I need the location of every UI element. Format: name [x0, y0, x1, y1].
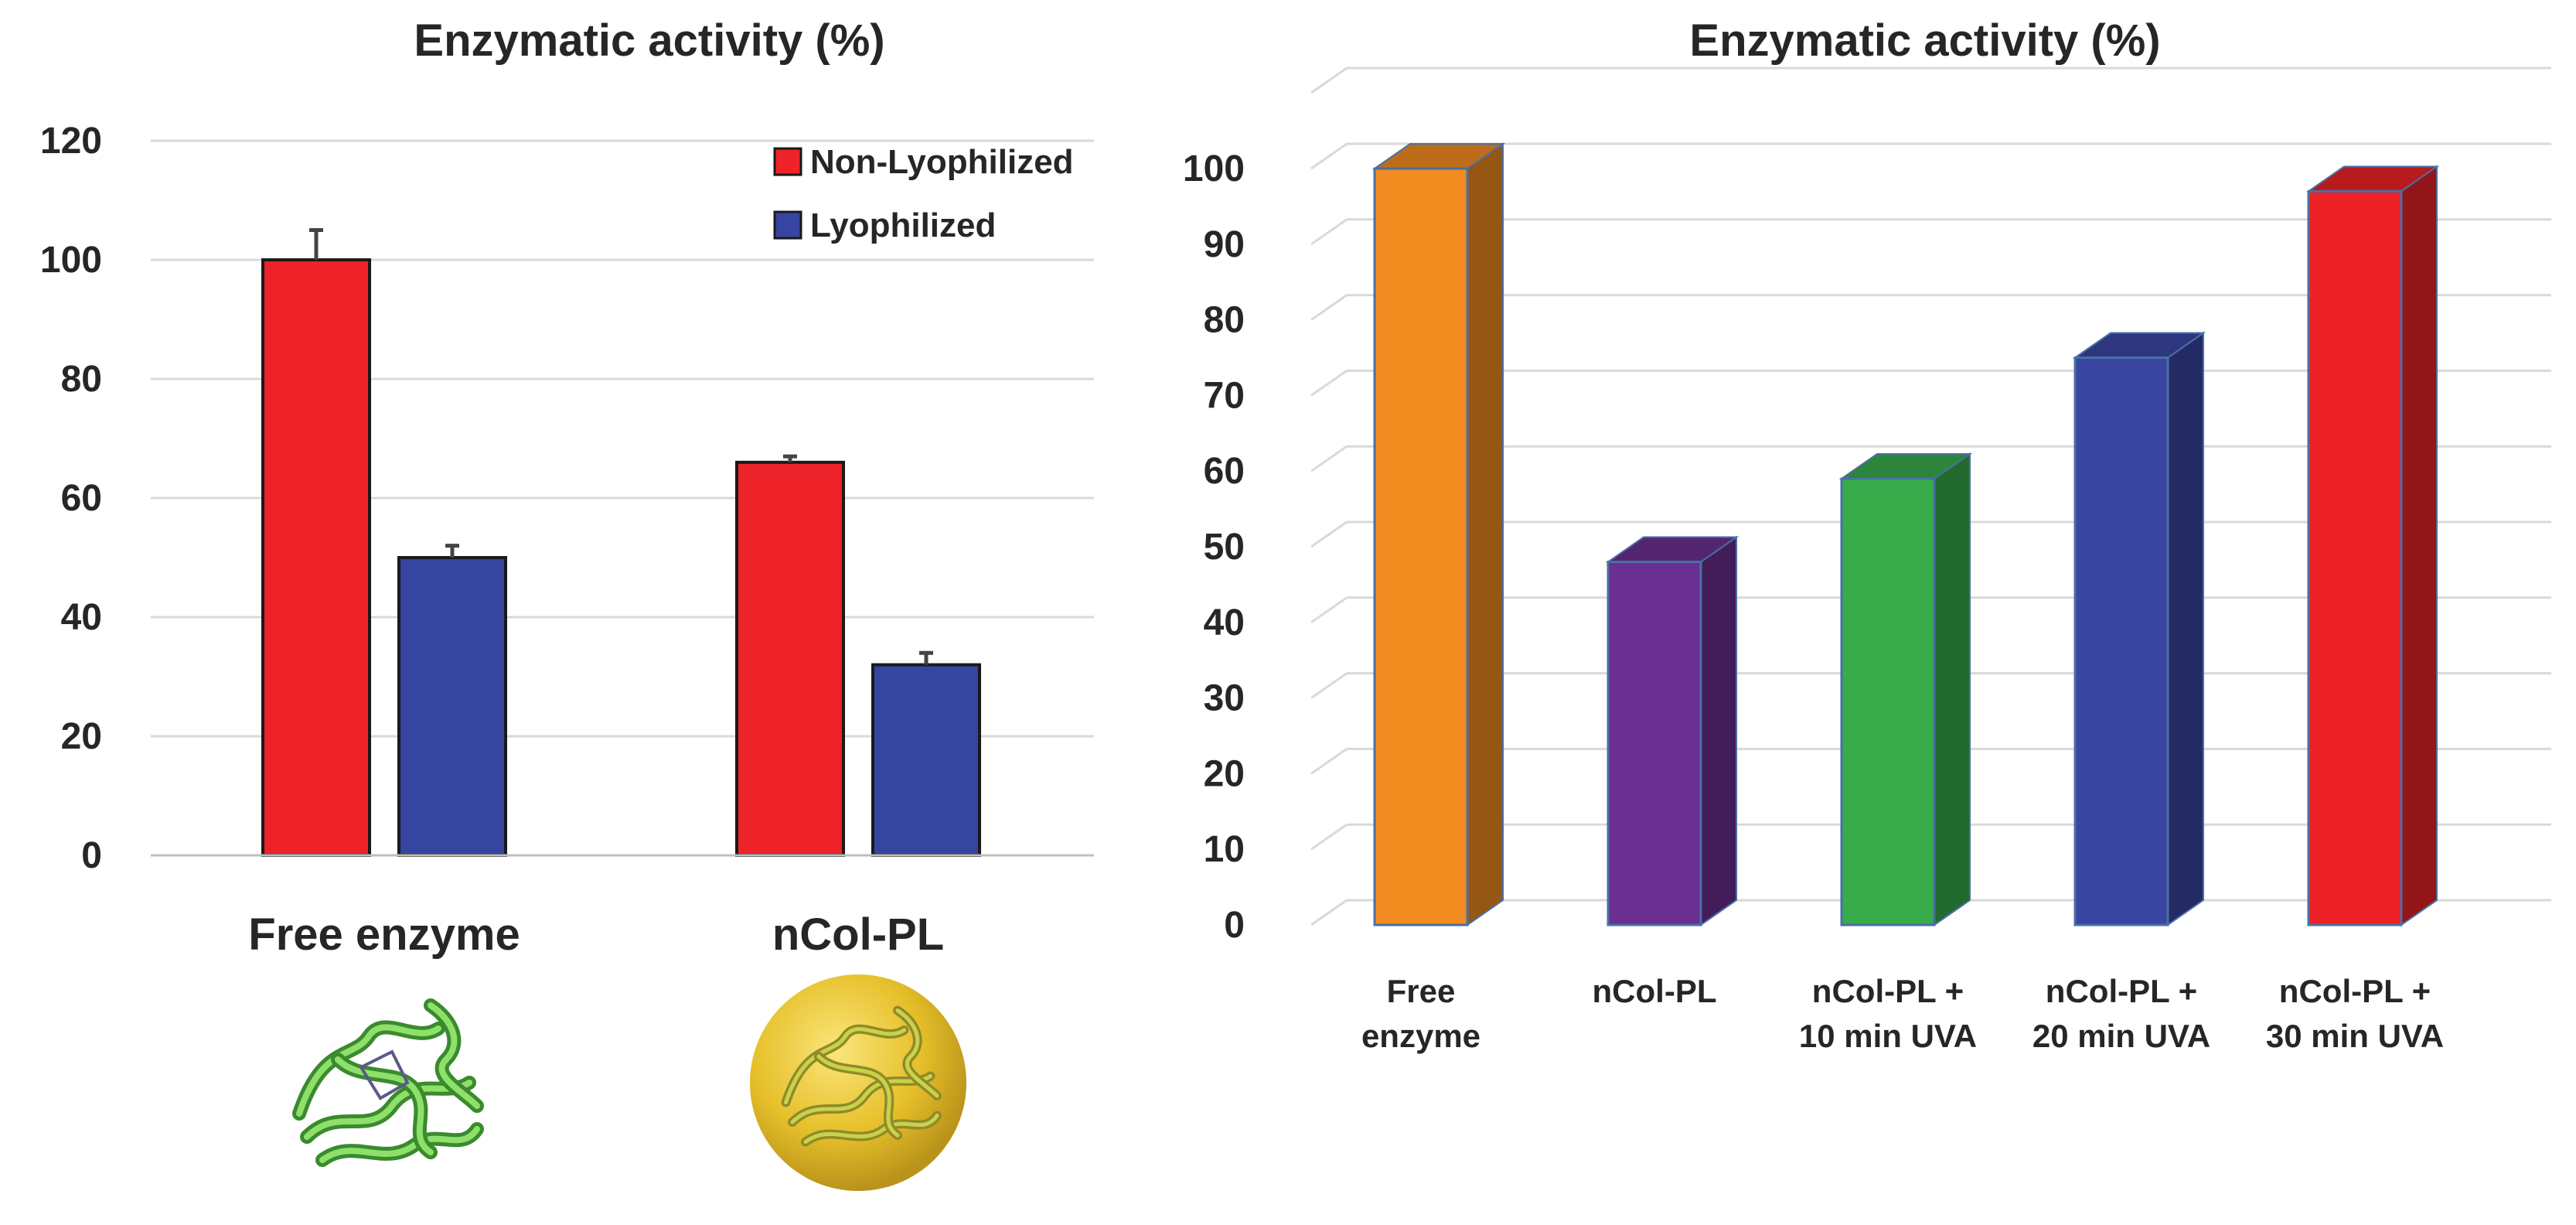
ligand-sticks	[359, 1049, 410, 1100]
y-tick-label: 120	[40, 121, 102, 162]
bar-non-lyophilized	[735, 460, 845, 857]
bar-side-face	[1467, 142, 1504, 926]
gridline-depth	[1310, 445, 1348, 473]
bar-front-face	[2307, 189, 2403, 926]
x-category-label: nCol-PL	[1593, 973, 1717, 1009]
y-tick-label: 80	[1204, 300, 1245, 341]
bar-side-face	[1934, 452, 1971, 926]
y-tick-label: 70	[1204, 375, 1245, 416]
y-tick-label: 20	[1204, 753, 1245, 794]
y-tick-label: 100	[1183, 148, 1245, 189]
legend-label: Non-Lyophilized	[810, 143, 1074, 181]
bar-lyophilized	[871, 663, 981, 857]
chart-left: Enzymatic activity (%) 0 20 40 60 80 100 120 Fre…	[40, 15, 1094, 1191]
gold-particle	[750, 974, 966, 1191]
gridline-depth	[1310, 823, 1348, 851]
y-tick-label: 60	[61, 478, 102, 519]
bar-front-face	[2073, 357, 2169, 926]
gridline-depth	[1310, 67, 1348, 94]
y-tick-label: 40	[61, 597, 102, 638]
ribbon-highlight	[790, 1073, 933, 1124]
bar-side-face	[2167, 331, 2204, 926]
x-category-label: Free	[1387, 973, 1456, 1009]
gridline-depth	[1310, 748, 1348, 775]
gridline-depth	[1310, 370, 1348, 397]
bar-non-lyophilized	[261, 258, 371, 857]
y-tick-label: 30	[1204, 678, 1245, 719]
ribbon-highlight	[895, 1008, 939, 1098]
y-tick-label: 80	[61, 359, 102, 400]
x-category-label: nCol-PL	[772, 909, 944, 960]
ribbon-strand	[315, 1122, 484, 1167]
x-category-label: 20 min UVA	[2033, 1018, 2210, 1054]
gridline-depth	[1310, 672, 1348, 699]
bar-lyophilized	[397, 556, 507, 857]
legend-label: Lyophilized	[810, 206, 996, 244]
gridline-depth	[1310, 596, 1348, 624]
ribbon-highlight	[816, 1054, 900, 1138]
y-tick-label: 100	[40, 240, 102, 281]
ribbon-highlight	[304, 1080, 472, 1140]
bar-front-face	[1607, 561, 1702, 926]
y-tick-label: 10	[1204, 829, 1245, 870]
bar-side-face	[2401, 165, 2438, 926]
chart-title: Enzymatic activity (%)	[414, 15, 884, 66]
gridline-depth	[1310, 218, 1348, 246]
x-category-label: nCol-PL +	[2046, 973, 2197, 1009]
gridline-depth	[1310, 520, 1348, 548]
chart-title: Enzymatic activity (%)	[1689, 15, 2160, 66]
ribbon-highlight	[783, 1027, 907, 1105]
x-category-label: Free enzyme	[248, 909, 520, 960]
x-category-label: nCol-PL +	[1812, 973, 1964, 1009]
x-category-label: 10 min UVA	[1799, 1018, 1977, 1054]
legend-swatch	[773, 147, 802, 176]
gold-nanoparticle-protein-icon	[750, 974, 966, 1191]
y-tick-label: 60	[1204, 451, 1245, 492]
ribbon-highlight	[803, 1113, 939, 1145]
y-tick-label: 90	[1204, 224, 1245, 265]
y-tick-label: 0	[81, 835, 102, 876]
x-category-label: 30 min UVA	[2266, 1018, 2444, 1054]
green-protein-ribbon-icon	[292, 998, 484, 1167]
bar-front-face	[1840, 477, 1936, 926]
bar-side-face	[1700, 535, 1737, 926]
gridline-depth	[1310, 899, 1348, 926]
ribbon-highlight	[296, 1024, 441, 1117]
bar-front-face	[1373, 167, 1469, 926]
x-category-label: nCol-PL +	[2279, 973, 2431, 1009]
y-tick-label: 40	[1204, 602, 1245, 643]
y-tick-label: 50	[1204, 527, 1245, 568]
y-tick-label: 0	[1224, 905, 1245, 946]
gridline-depth	[1310, 142, 1348, 170]
gridline-depth	[1310, 294, 1348, 321]
ribbon-highlight	[428, 1002, 480, 1109]
chart-right: Enzymatic activity (%) 0 10 20 30 40 50 60 70 80 9…	[1183, 15, 2551, 1054]
ribbon-highlight	[335, 1056, 434, 1155]
x-category-label: enzyme	[1361, 1018, 1481, 1054]
y-tick-label: 20	[61, 716, 102, 757]
legend-swatch	[773, 210, 802, 240]
ribbon-highlight	[319, 1126, 480, 1163]
